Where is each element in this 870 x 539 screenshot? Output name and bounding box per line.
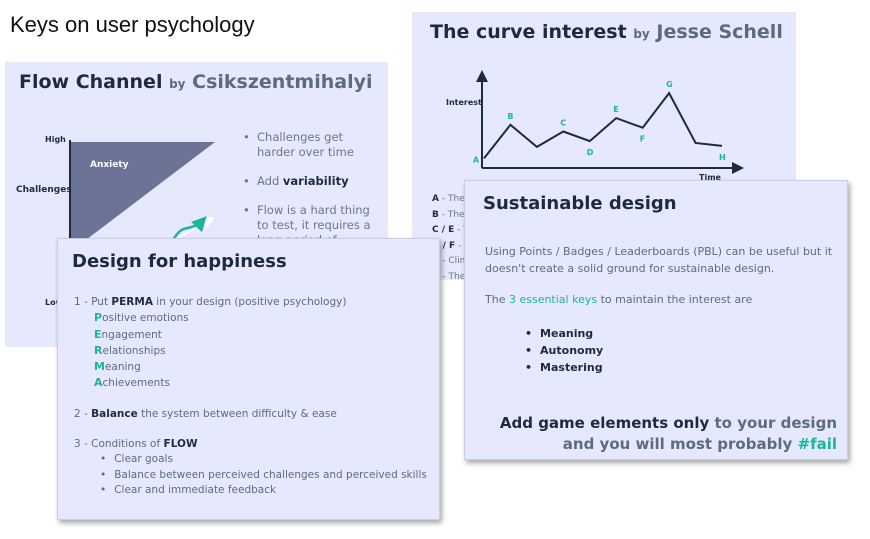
legend-key: C / E (432, 225, 455, 235)
final-fail: #fail (797, 435, 838, 453)
curve-line (483, 91, 723, 160)
perma-rest: eaning (104, 361, 141, 374)
design-for-happiness-slide: Design for happiness 1 - Put PERMA in yo… (57, 238, 440, 520)
flow-anxiety-label: Anxiety (90, 160, 129, 170)
flow-condition-item: Balance between perceived challenges and… (100, 468, 434, 483)
sustain-para2-pre: The (485, 293, 506, 306)
happy-item-1: 1 - Put PERMA in your design (positive p… (74, 295, 434, 310)
flow-bullet-2-pre: Add (257, 174, 280, 188)
curve-title-text: The curve interest (430, 21, 627, 43)
legend-text: - T (457, 225, 469, 235)
happy-item2-pre: 2 - (74, 407, 88, 420)
flow-bullet-2: Add variability (241, 174, 381, 189)
perma-letter: A (94, 376, 103, 390)
perma-list: Positive emotions Engagement Relationshi… (74, 310, 434, 391)
flow-by: by (169, 77, 186, 91)
legend-key: B (432, 209, 439, 220)
perma-letter: R (94, 343, 103, 357)
perma-rest: ositive emotions (102, 312, 189, 325)
perma-item: Meaning (74, 359, 434, 375)
curve-by: by (633, 27, 650, 41)
perma-letter: E (94, 327, 102, 341)
curve-point-label-f: F (640, 135, 645, 144)
happy-item2-bold: Balance (91, 407, 138, 420)
curve-legend-row: C / E - T (432, 223, 470, 239)
perma-rest: ngagement (101, 328, 162, 341)
anxiety-region (70, 142, 215, 252)
sustain-slide-title: Sustainable design (483, 193, 677, 214)
happy-slide-title: Design for happiness (72, 251, 287, 272)
legend-text: - The (442, 271, 466, 281)
flow-conditions-list: Clear goals Balance between perceived ch… (74, 452, 434, 498)
sustain-para2-highlight: 3 essential keys (508, 293, 598, 306)
curve-point-label-d: D (587, 148, 594, 157)
sustain-para2-post: to maintain the interest are (600, 293, 753, 306)
flow-slide-title: Flow Channel by Csikszentmihalyi (19, 71, 372, 93)
flow-condition-item: Clear goals (100, 452, 434, 467)
flow-bullet-1: Challenges get harder over time (241, 130, 381, 160)
sustain-paragraph-1: Using Points / Badges / Leaderboards (PB… (485, 245, 833, 275)
legend-text: - Clim (442, 256, 469, 266)
curve-x-label: Time (699, 173, 722, 182)
happy-content: 1 - Put PERMA in your design (positive p… (74, 295, 434, 498)
sustain-key-item: Mastering (525, 359, 603, 376)
perma-item: Relationships (74, 343, 434, 359)
legend-text: - The (441, 194, 465, 204)
curve-chart: Interest Time A B C D E F G H (446, 70, 744, 182)
flow-y-low: Low (45, 298, 64, 307)
happy-item3-bold: FLOW (163, 438, 198, 451)
flow-y-high: High (45, 135, 66, 144)
sustain-final-line-1: Add game elements only to your design (500, 413, 837, 434)
curve-legend-row: A - The (432, 192, 470, 208)
curve-point-label-g: G (666, 80, 673, 89)
sustain-final-statement: Add game elements only to your design an… (500, 413, 837, 455)
perma-rest: chievements (102, 377, 170, 390)
happy-item1-bold: PERMA (111, 296, 153, 308)
curve-point-label-c: C (560, 119, 566, 128)
sustain-keys-list: Meaning Autonomy Mastering (525, 325, 603, 376)
flow-condition-item: Clear and immediate feedback (100, 483, 434, 498)
sustain-paragraph-2: The 3 essential keys to maintain the int… (485, 291, 840, 308)
curve-point-label-b: B (507, 112, 513, 121)
sustain-final-line-2: and you will most probably #fail (500, 434, 837, 455)
page-title: Keys on user psychology (10, 12, 255, 37)
curve-point-label-e: E (613, 105, 618, 114)
curve-point-label-h: H (719, 153, 726, 162)
sustain-key-item: Autonomy (525, 342, 603, 359)
flow-y-label: Challenges (16, 185, 72, 195)
perma-rest: elationships (102, 344, 166, 357)
perma-letter: P (94, 311, 103, 325)
final-light: to your design (714, 414, 837, 432)
flow-title-text: Flow Channel (19, 71, 163, 93)
perma-item: Achievements (74, 375, 434, 391)
happy-item-2: 2 - Balance the system between difficult… (74, 407, 434, 422)
happy-item1-post: in your design (positive psychology) (156, 296, 347, 308)
perma-item: Positive emotions (74, 310, 434, 326)
legend-key: A (432, 194, 439, 204)
legend-text: - The (441, 209, 465, 220)
curve-slide-title: The curve interest by Jesse Schell (430, 21, 783, 43)
happy-item-3: 3 - Conditions of FLOW (74, 437, 434, 452)
flow-author: Csikszentmihalyi (192, 71, 373, 93)
happy-item2-post: the system between difficulty & ease (141, 407, 337, 420)
curve-point-label-a: A (473, 155, 480, 164)
final-light-2: and you will most probably (562, 435, 793, 453)
happy-item1-pre: 1 - Put (74, 296, 109, 308)
sustainable-design-slide: Sustainable design Using Points / Badges… (464, 180, 848, 460)
happy-item3-pre: 3 - Conditions of (74, 438, 161, 451)
legend-text: - T (458, 240, 470, 251)
curve-legend-row: D / F - T (432, 239, 470, 255)
curve-point-labels: A B C D E F G H (473, 80, 726, 164)
perma-item: Engagement (74, 327, 434, 343)
curve-legend-row: B - The (432, 208, 470, 224)
flow-bullet-2-bold: variability (282, 174, 349, 188)
sustain-key-item: Meaning (525, 325, 603, 342)
final-dark: Add game elements only (499, 414, 710, 432)
curve-author: Jesse Schell (656, 21, 783, 43)
perma-letter: M (94, 360, 105, 374)
legend-key: D / F (432, 240, 456, 251)
curve-y-label: Interest (446, 98, 482, 107)
